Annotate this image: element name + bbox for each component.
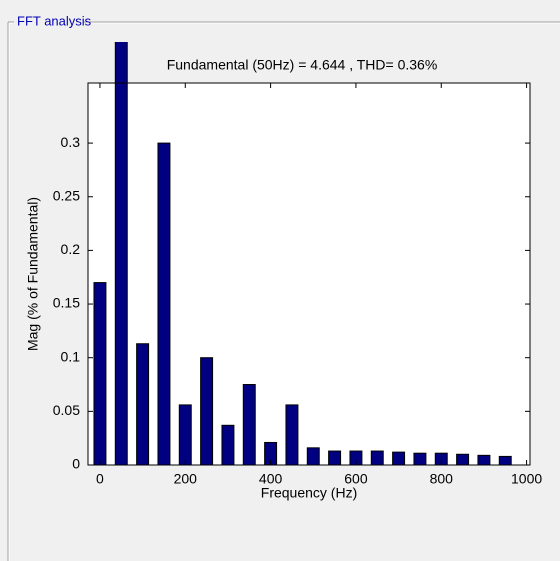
panel-border (7, 21, 560, 561)
bar (328, 450, 342, 466)
y-tick-label: 0.05 (53, 402, 80, 418)
x-tick-label: 800 (430, 471, 454, 487)
panel-title: FFT analysis (17, 13, 92, 28)
bar (114, 42, 128, 466)
y-axis-label: Mag (% of Fundamental) (25, 197, 41, 351)
axes-box (87, 82, 531, 466)
bar (200, 357, 214, 466)
bar (306, 447, 320, 466)
x-tick-label: 400 (259, 471, 283, 487)
bar (498, 455, 512, 466)
bar (242, 384, 256, 466)
x-tick-label: 200 (174, 471, 198, 487)
bar (136, 343, 150, 466)
x-tick-label: 600 (344, 471, 368, 487)
bar (178, 404, 192, 466)
y-tick-label: 0 (72, 456, 80, 472)
bar (285, 404, 299, 466)
bar (392, 451, 406, 466)
x-tick-label: 0 (96, 471, 104, 487)
y-tick-label: 0.25 (53, 187, 80, 203)
bar (370, 450, 384, 466)
y-tick-label: 0.1 (61, 348, 81, 364)
panel-border-highlight (8, 22, 560, 561)
plot-area (88, 83, 530, 465)
y-tick-label: 0.15 (53, 295, 80, 311)
x-tick-label: 1000 (511, 471, 542, 487)
bars (93, 42, 512, 466)
x-axis-label: Frequency (Hz) (261, 485, 357, 501)
bar (477, 454, 491, 466)
bar (221, 424, 235, 466)
y-tick-label: 0.3 (61, 134, 81, 150)
bar (93, 282, 107, 466)
bar (157, 142, 171, 466)
bar (413, 452, 427, 466)
bar (456, 453, 470, 466)
y-tick-label: 0.2 (61, 241, 81, 257)
chart-title: Fundamental (50Hz) = 4.644 , THD= 0.36% (167, 57, 438, 73)
